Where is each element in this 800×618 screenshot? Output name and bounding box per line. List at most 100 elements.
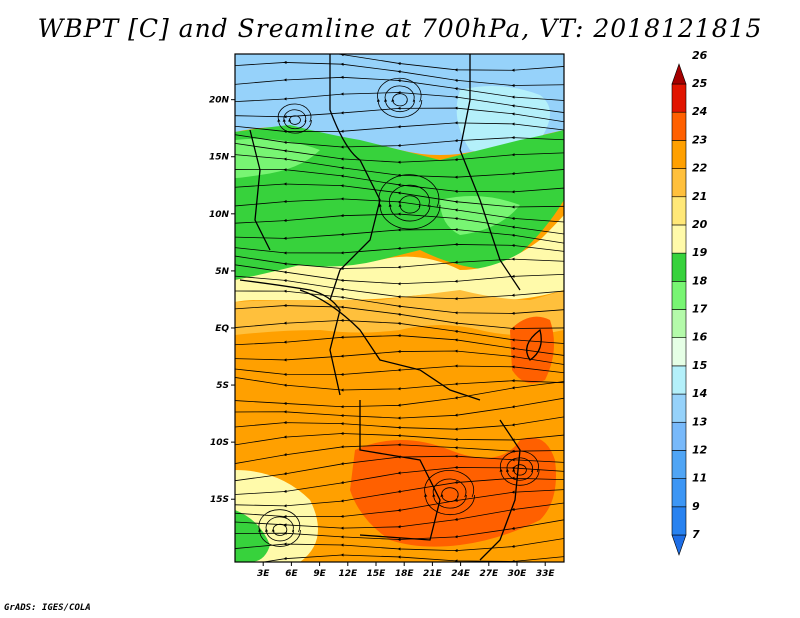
streamline: [499, 450, 540, 486]
border-line: [329, 54, 381, 301]
lon-tick-label: 3E: [257, 569, 270, 579]
streamline: [235, 242, 564, 255]
colorbar-swatch: [671, 224, 687, 254]
streamline: [235, 397, 564, 420]
lon-tick-label: 33E: [536, 569, 556, 579]
streamline: [264, 516, 295, 542]
colorbar-label: 16: [692, 331, 708, 344]
colorbar-swatch: [671, 421, 687, 451]
lat-tick-label: EQ: [215, 324, 229, 334]
credit-text: GrADS: IGES/COLA: [4, 603, 91, 613]
streamline: [376, 77, 423, 118]
streamline: [235, 519, 564, 542]
streamline: [388, 184, 431, 222]
streamline: [384, 85, 415, 113]
lon-tick-label: 6E: [285, 569, 298, 579]
streamline: [235, 538, 564, 553]
colorbar-label: 22: [692, 162, 708, 175]
colorbar-label: 7: [692, 528, 700, 541]
lon-tick-label: 27E: [479, 569, 499, 579]
streamline: [235, 121, 564, 134]
colorbar-label: 23: [692, 133, 708, 146]
streamline: [235, 134, 564, 149]
green-southwest-zone: [235, 510, 270, 562]
streamline: [235, 416, 564, 431]
border-line: [479, 419, 521, 561]
longitude-axis: 3E 6E 9E 12E 15E 18E 21E 24E 27E 30E 33E: [257, 562, 555, 579]
colorbar-swatch: [671, 534, 687, 556]
colorbar-swatch: [671, 450, 687, 479]
colorbar-label: 25: [692, 77, 708, 90]
streamline: [282, 109, 307, 130]
colorbar-label: 13: [692, 415, 708, 428]
colorbar-swatch: [671, 365, 687, 395]
lon-tick-label: 18E: [395, 569, 415, 579]
colorbar-label: 26: [692, 49, 708, 62]
coastline: [239, 279, 341, 396]
lon-tick-label: 15E: [367, 569, 387, 579]
colorbar-swatch: [671, 168, 687, 198]
streamline: [271, 523, 288, 536]
lon-tick-label: 30E: [508, 569, 528, 579]
streamline: [424, 469, 475, 516]
streamline: [258, 509, 301, 547]
lat-tick-label: 10N: [209, 210, 230, 220]
streamline: [235, 349, 564, 365]
streamline: [440, 487, 459, 502]
red-orange-east-zone: [510, 316, 554, 384]
colorbar-label: 15: [692, 359, 708, 372]
streamline: [235, 333, 564, 356]
lon-tick-label: 12E: [338, 569, 358, 579]
border-line: [359, 400, 441, 541]
latitude-axis: 20N 15N 10N 5N EQ 5S 10S 15S: [209, 96, 235, 505]
colorbar-swatch: [671, 140, 687, 169]
streamline: [277, 103, 312, 134]
lat-tick-label: 20N: [209, 96, 230, 106]
streamline: [235, 228, 564, 244]
lon-tick-label: 24E: [451, 569, 471, 579]
streamline: [432, 478, 467, 509]
colorbar-swatch: [671, 337, 687, 367]
streamline: [505, 457, 534, 481]
colorbar-swatch: [671, 63, 687, 85]
streamline: [235, 255, 564, 271]
colorbar-label: 12: [692, 443, 708, 456]
colorbar-swatch: [671, 83, 687, 113]
lat-tick-label: 10S: [210, 438, 229, 448]
map-title: WBPT [C] and Sreamline at 700hPa, VT: 20…: [37, 14, 763, 43]
streamline: [235, 212, 564, 235]
colorbar: 7 9 11 12 13 14 15 16 17 18 19 20 21 22 23 24 25 26: [671, 49, 708, 556]
streamline: [235, 106, 564, 123]
colorbar-swatch: [671, 281, 687, 310]
colorbar-label: 17: [692, 303, 708, 316]
colorbar-swatch: [671, 478, 687, 508]
colorbar-swatch: [671, 506, 687, 536]
streamline: [235, 90, 564, 113]
colorbar-label: 11: [692, 472, 707, 485]
country-borders: [239, 54, 542, 561]
colorbar-label: 24: [692, 105, 707, 118]
colorbar-swatch: [671, 393, 687, 423]
map-figure: 20N 15N 10N 5N EQ 5S 10S 15S 3E 6E 9E 12E 15E 18E 21E…: [209, 49, 708, 579]
lat-tick-label: 5N: [215, 267, 229, 277]
colorbar-label: 14: [692, 387, 707, 400]
colorbar-label: 18: [692, 274, 708, 287]
colorbar-swatch: [671, 111, 687, 141]
border-line: [299, 289, 481, 401]
colorbar-swatch: [671, 196, 687, 226]
colorbar-label: 19: [692, 246, 708, 259]
streamline: [398, 195, 421, 214]
lat-tick-label: 5S: [216, 381, 229, 391]
lat-tick-label: 15S: [210, 495, 229, 505]
border-line: [459, 54, 521, 291]
map-frame: [234, 53, 565, 563]
border-line: [249, 129, 271, 251]
streamline: [391, 93, 408, 107]
colorbar-swatch: [671, 309, 687, 338]
streamline: [235, 364, 564, 377]
colorbar-label: 9: [692, 500, 700, 513]
lon-tick-label: 9E: [313, 569, 326, 579]
colorbar-swatch: [671, 252, 687, 282]
streamline: [287, 115, 301, 125]
streamline: [512, 464, 527, 476]
